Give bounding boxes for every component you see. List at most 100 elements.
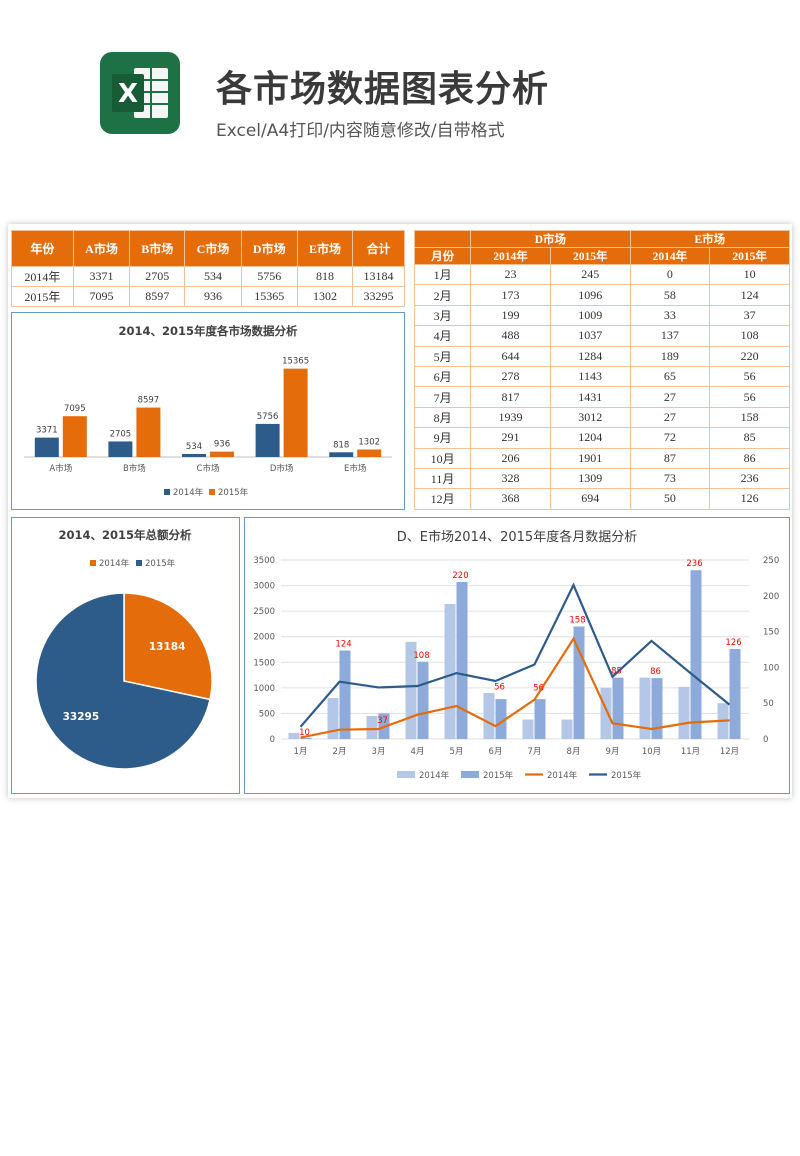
data-label: 1302 [358,438,380,448]
legend-label: 2014年 [419,770,450,781]
chart-title: 2014、2015年总额分析 [58,528,192,542]
table-cell: 56 [709,386,790,408]
pie-slice [123,592,213,701]
table-cell: 189 [629,345,711,367]
bar [729,648,741,739]
table-cell: 23 [470,263,551,286]
table-cell: 818 [296,266,354,287]
monthly-row: 12月 368 694 50 126 [413,488,790,510]
table-cell: 10月 [413,447,472,469]
table-cell: 8597 [129,286,186,307]
y-left-tick-label: 3000 [253,582,275,592]
y-left-tick-label: 1500 [253,658,275,668]
y-left-tick-label: 2000 [253,633,275,643]
data-label: 108 [413,651,429,661]
bar [339,650,351,739]
table-cell: 27 [629,406,711,429]
bar [329,452,354,457]
x-tick-label: B市场 [123,463,146,474]
table-cell: 72 [629,427,711,449]
data-label: 86 [650,667,661,677]
table-cell: 56 [709,365,790,388]
y-right-tick-label: 150 [763,628,779,638]
data-label: 124 [335,640,351,650]
x-tick-label: E市场 [344,463,366,474]
bar [357,449,382,457]
page-subtitle: Excel/A4打印/内容随意修改/自带格式 [216,121,505,141]
data-label: 2705 [110,429,132,439]
summary-header-0: 年份 [11,230,74,267]
market-bar-chart: 2014、2015年度各市场数据分析 3371 7095 A市场 2705 8597 B市场… [24,324,392,498]
bar [210,451,234,457]
monthly-row: 7月 817 1431 27 56 [413,386,790,408]
legend-swatch [90,560,96,566]
table-cell: 65 [629,365,711,388]
table-cell: 126 [709,488,790,510]
legend-swatch [461,771,479,778]
table-cell: 15365 [240,286,298,307]
monthly-header-3: 2014年 [629,247,711,265]
table-cell: 2015年 [11,286,74,307]
group-header-e: E市场 [629,230,791,248]
market-bar-chart-panel: 2014、2015年度各市场数据分析 3371 7095 A市场 2705 8597 B市场… [11,312,405,510]
series-line [299,582,731,728]
summary-header-2: B市场 [129,230,186,267]
bar [182,453,206,457]
bar [255,423,280,457]
bar [561,719,573,739]
chart-title: 2014、2015年度各市场数据分析 [118,324,298,338]
table-cell: 3371 [72,266,131,287]
table-cell: 199 [470,304,551,327]
data-label: 3371 [36,426,58,436]
monthly-row: 1月 23 245 0 10 [413,263,790,286]
series-line [300,636,730,739]
table-cell: 328 [470,467,551,490]
monthly-row: 10月 206 1901 87 86 [413,447,790,469]
x-tick-label: 12月 [720,747,739,757]
bar [405,641,417,739]
table-cell: 11月 [413,467,472,490]
table-cell: 8月 [413,406,472,429]
bar [483,692,495,739]
x-tick-label: 1月 [294,747,308,757]
table-cell: 87 [629,447,711,469]
y-right-tick-label: 100 [763,663,779,673]
summary-table: 年份 A市场 B市场 C市场 D市场 E市场 合计 2014年 3371 2705 534 5756… [11,230,405,307]
data-label: 236 [686,559,702,569]
bar [690,570,702,739]
monthly-combo-chart: D、E市场2014、2015年度各月数据分析050010001500200025… [253,529,779,781]
bar [534,699,546,739]
monthly-row: 4月 488 1037 137 108 [413,325,790,347]
summary-row: 2014年 3371 2705 534 5756 818 13184 [11,266,405,287]
bar [639,677,651,739]
bar [34,437,59,457]
bar [573,626,585,739]
data-label: 8597 [138,396,160,406]
summary-header-5: E市场 [296,230,354,267]
x-tick-label: 8月 [567,747,581,757]
legend-label: 2014年 [99,558,130,569]
summary-header-6: 合计 [352,230,405,267]
table-cell: 236 [709,467,790,490]
table-cell: 936 [184,286,242,307]
legend-label: 2014年 [173,487,204,498]
table-cell: 694 [549,488,631,510]
table-cell: 3月 [413,304,472,327]
bar [283,368,308,457]
table-cell: 245 [549,263,631,286]
monthly-header-1: 2014年 [470,247,551,265]
bar [417,661,429,739]
data-label: 15365 [282,357,309,367]
x-tick-label: C市场 [197,463,220,474]
excel-logo-icon: X [100,52,180,134]
bar [136,407,161,457]
chart-title: D、E市场2014、2015年度各月数据分析 [397,529,637,545]
table-cell: 534 [184,266,242,287]
legend-swatch [397,771,415,778]
data-label: 85 [611,667,622,677]
bar [495,699,507,739]
x-tick-label: A市场 [49,463,72,474]
x-tick-label: 4月 [411,747,425,757]
table-cell: 0 [629,263,711,286]
monthly-row: 6月 278 1143 65 56 [413,365,790,388]
